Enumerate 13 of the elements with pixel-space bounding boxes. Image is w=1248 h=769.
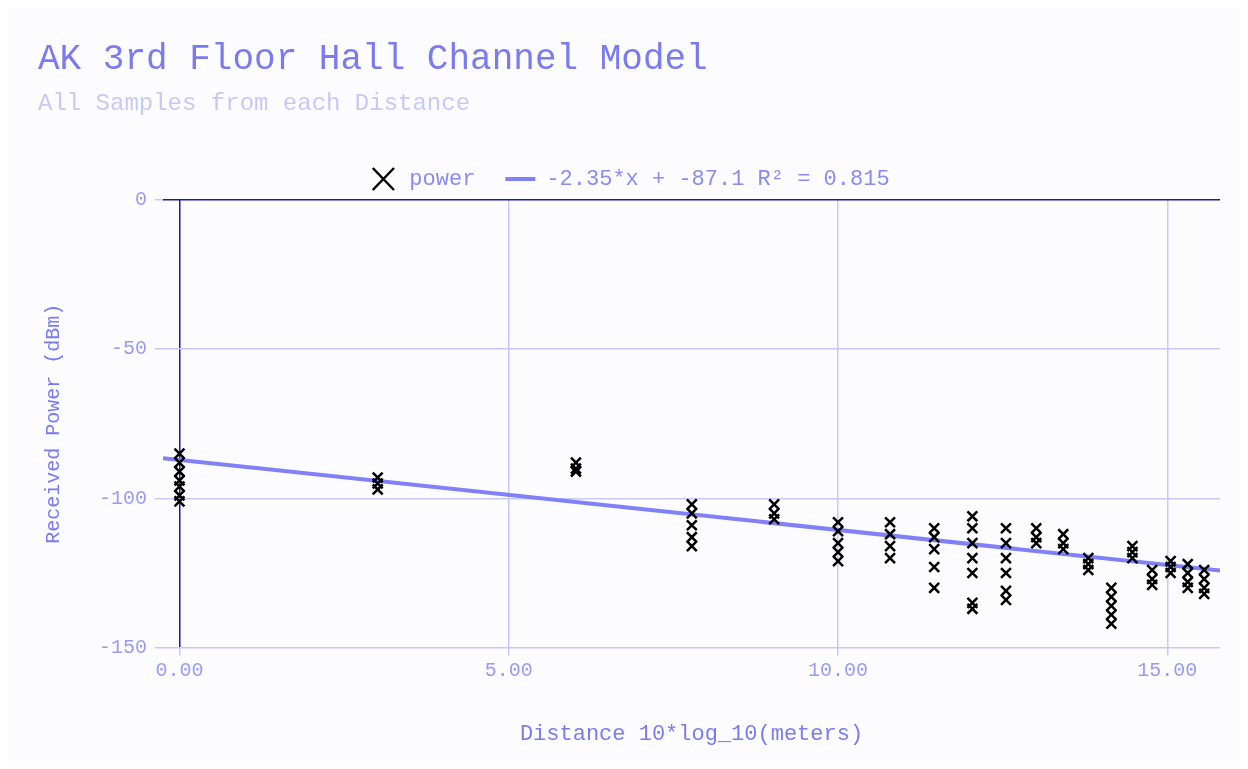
- chart-title: AK 3rd Floor Hall Channel Model: [38, 39, 708, 81]
- legend-label: power: [409, 166, 476, 192]
- y-axis-title: Received Power (dBm): [42, 303, 66, 544]
- y-tick-label: -150: [98, 635, 148, 659]
- y-tick-label: 0: [134, 188, 148, 212]
- x-tick-label: 15.00: [1137, 658, 1198, 682]
- y-tick-label: -50: [110, 337, 148, 361]
- x-tick-label: 10.00: [808, 658, 869, 682]
- x-axis-title: Distance 10*log_10(meters): [519, 721, 864, 747]
- y-tick-label: -100: [98, 486, 148, 510]
- x-tick-label: 0.00: [155, 658, 204, 682]
- x-tick-label: 5.00: [484, 658, 533, 682]
- legend-label: -2.35*x + -87.1 R² = 0.815: [546, 166, 890, 192]
